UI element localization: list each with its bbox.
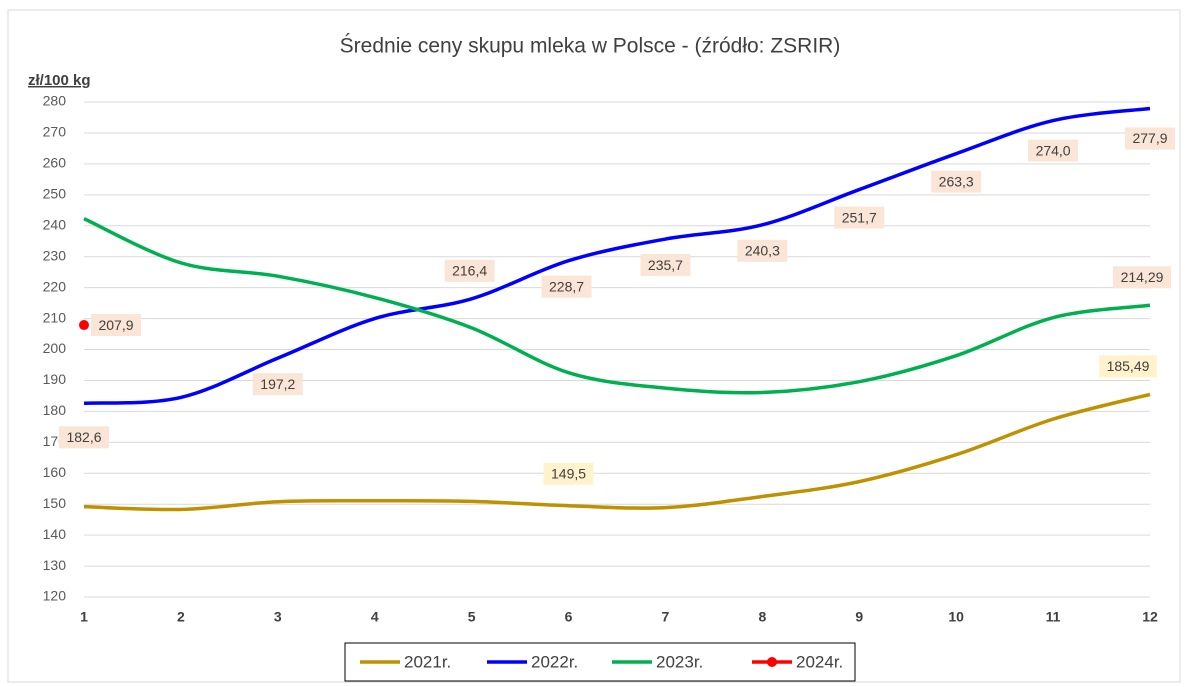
x-tick-label: 12 <box>1142 609 1158 625</box>
series-line <box>83 392 1151 512</box>
data-label-bg <box>737 239 788 262</box>
y-axis-label: zł/100 kg <box>28 72 91 89</box>
y-tick-label: 140 <box>43 526 67 542</box>
y-tick-label: 180 <box>43 402 67 418</box>
x-tick-label: 4 <box>371 609 379 625</box>
y-tick-label: 190 <box>43 371 67 387</box>
data-label: 251,7 <box>842 209 877 225</box>
data-label: 263,3 <box>939 173 974 189</box>
data-label-bg <box>541 275 592 298</box>
legend-label: 2022r. <box>531 652 578 671</box>
data-label-bg <box>1113 266 1171 289</box>
x-tick-label: 10 <box>948 609 964 625</box>
data-label: 235,7 <box>648 257 683 273</box>
y-tick-label: 280 <box>43 93 67 109</box>
data-label-bg <box>252 373 303 396</box>
data-label-bg <box>1028 139 1079 162</box>
series-line <box>83 217 1151 395</box>
x-tick-label: 5 <box>468 609 476 625</box>
y-tick-label: 130 <box>43 557 67 573</box>
data-label: 182,6 <box>66 429 101 445</box>
legend-label: 2021r. <box>404 652 451 671</box>
legend-label: 2024r. <box>796 652 843 671</box>
y-tick-label: 250 <box>43 186 67 202</box>
y-tick-label: 240 <box>43 216 67 232</box>
data-label: 228,7 <box>549 278 584 294</box>
chart-border <box>7 9 1181 683</box>
data-label: 216,4 <box>452 262 487 278</box>
data-label: 274,0 <box>1036 142 1071 158</box>
data-label-bg <box>91 314 141 337</box>
data-label-bg <box>834 206 885 229</box>
x-tick-label: 1 <box>80 609 88 625</box>
data-label-bg <box>59 426 109 449</box>
data-label: 185,49 <box>1107 358 1150 374</box>
data-label-bg <box>1125 127 1175 150</box>
x-tick-label: 6 <box>565 609 573 625</box>
y-tick-label: 270 <box>43 124 67 140</box>
series-line <box>83 106 1151 406</box>
data-label: 207,9 <box>98 317 133 333</box>
y-tick-label: 150 <box>43 495 67 511</box>
data-label-bg <box>1099 355 1157 378</box>
data-label: 277,9 <box>1132 130 1167 146</box>
x-tick-label: 8 <box>758 609 766 625</box>
y-tick-label: 120 <box>43 588 67 604</box>
data-label-bg <box>931 170 982 193</box>
data-label-bg <box>640 254 691 277</box>
x-tick-label: 3 <box>274 609 282 625</box>
y-tick-label: 200 <box>43 340 67 356</box>
y-tick-label: 210 <box>43 309 67 325</box>
x-tick-label: 9 <box>855 609 863 625</box>
x-tick-label: 2 <box>177 609 185 625</box>
data-label: 240,3 <box>745 243 780 259</box>
y-tick-label: 160 <box>43 464 67 480</box>
data-label: 197,2 <box>260 376 295 392</box>
data-label: 214,29 <box>1121 269 1164 285</box>
point-marker <box>79 320 89 331</box>
legend-marker <box>767 657 777 667</box>
x-tick-label: 11 <box>1046 609 1061 625</box>
data-label: 149,5 <box>551 465 586 481</box>
legend-label: 2023r. <box>656 652 703 671</box>
x-tick-label: 7 <box>662 609 670 625</box>
y-tick-label: 230 <box>43 247 67 263</box>
data-label-bg <box>543 462 594 485</box>
y-tick-label: 220 <box>43 278 67 294</box>
chart-title: Średnie ceny skupu mleka w Polsce - (źró… <box>340 34 841 58</box>
y-tick-label: 260 <box>43 155 67 171</box>
data-label-bg <box>444 259 495 282</box>
